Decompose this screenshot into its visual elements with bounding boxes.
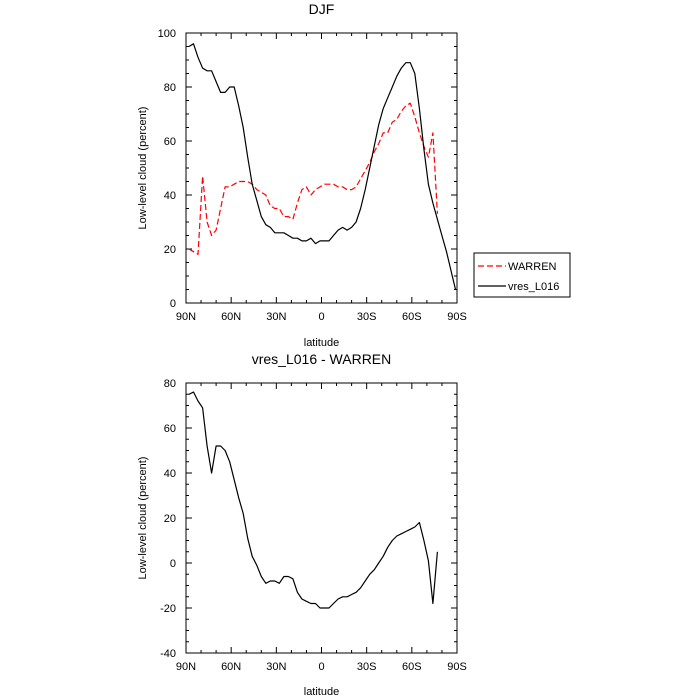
x-tick-label: 0 (318, 661, 324, 673)
y-tick-label: 100 (158, 28, 176, 40)
x-tick-label: 60S (402, 311, 422, 323)
x-tick-label: 30N (266, 661, 286, 673)
bottom-panel: vres_L016 - WARREN 90N 60N 30N 0 30S 60S 90S -40… (137, 351, 467, 698)
x-tick-label: 60N (221, 661, 241, 673)
y-tick-label: 40 (164, 468, 176, 480)
series-line-warren (188, 102, 438, 255)
x-axis-label: latitude (304, 686, 339, 698)
x-tick-label: 0 (318, 311, 324, 323)
legend-label: vres_L016 (508, 281, 559, 293)
plot-frame (185, 382, 458, 654)
x-tick-label: 30S (357, 661, 377, 673)
plot-frame (185, 32, 458, 304)
y-tick-label: -20 (160, 603, 176, 615)
x-tick-label: 90S (447, 311, 467, 323)
y-axis-label: Low-level cloud (percent) (137, 107, 149, 230)
chart-title: vres_L016 - WARREN (252, 351, 392, 367)
y-tick-label: 0 (170, 298, 176, 310)
y-tick-label: 20 (164, 513, 176, 525)
y-tick-label: -40 (160, 648, 176, 660)
y-tick-label: 20 (164, 244, 176, 256)
x-tick-label: 60N (221, 311, 241, 323)
x-axis-label: latitude (304, 337, 339, 349)
x-tick-label: 90N (176, 661, 196, 673)
legend: WARREN vres_L016 (473, 252, 571, 298)
y-tick-label: 60 (164, 136, 176, 148)
x-tick-label: 30S (357, 311, 377, 323)
x-tick-label: 60S (402, 661, 422, 673)
top-panel: DJF 90N 60N 30N 0 30S 60S 90S 0 20 40 60 80 100 latitu… (137, 1, 571, 349)
y-tick-label: 80 (164, 378, 176, 390)
chart-title: DJF (309, 1, 335, 17)
x-tick-label: 30N (266, 311, 286, 323)
y-tick-label: 0 (170, 558, 176, 570)
x-tick-label: 90S (447, 661, 467, 673)
y-tick-label: 60 (164, 423, 176, 435)
x-tick-label: 90N (176, 311, 196, 323)
y-tick-label: 80 (164, 82, 176, 94)
series-line-vres-l016 (188, 43, 457, 290)
legend-box (473, 252, 571, 298)
y-tick-label: 40 (164, 190, 176, 202)
series-line-difference (188, 391, 438, 609)
y-axis-label: Low-level cloud (percent) (137, 457, 149, 580)
legend-label: WARREN (508, 261, 557, 273)
